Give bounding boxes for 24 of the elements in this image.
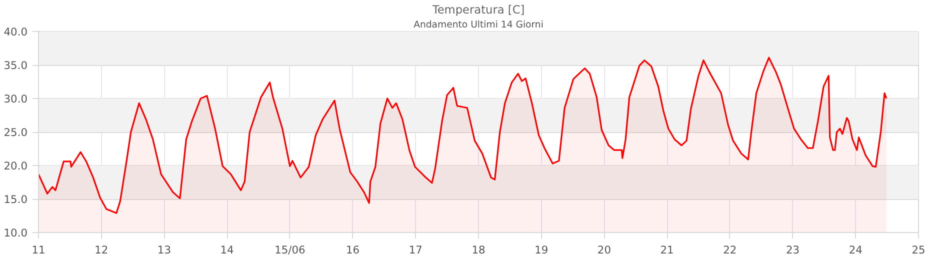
x-tick-label: 12 [94, 244, 108, 256]
y-tick-label: 30.0 [4, 92, 28, 106]
y-tick-label: 10.0 [4, 226, 28, 240]
x-tick-label: 24 [848, 244, 863, 256]
x-tick-label: 14 [220, 244, 234, 256]
y-tick-label: 20.0 [4, 160, 28, 172]
y-tick-label: 35.0 [4, 59, 28, 72]
x-tick-label: 17 [408, 244, 422, 256]
x-tick-label: 13 [157, 244, 171, 256]
x-tick-label: 22 [723, 244, 737, 256]
x-tick-label: 15/06 [274, 244, 306, 256]
y-tick-label: 40.0 [4, 26, 28, 38]
x-tick-label: 19 [534, 244, 548, 256]
y-tick-label: 15.0 [4, 193, 28, 206]
chart-title: Temperatura [C] [431, 2, 525, 16]
y-tick-label: 25.0 [4, 126, 28, 139]
x-tick-label: 25 [912, 244, 926, 256]
x-tick-label: 11 [32, 244, 46, 256]
x-tick-label: 20 [597, 244, 612, 256]
x-tick-label: 16 [346, 244, 360, 256]
x-tick-label: 21 [660, 244, 674, 256]
x-tick-label: 23 [786, 244, 800, 256]
x-tick-label: 18 [472, 244, 486, 256]
chart-subtitle: Andamento Ultimi 14 Giorni [414, 20, 544, 30]
